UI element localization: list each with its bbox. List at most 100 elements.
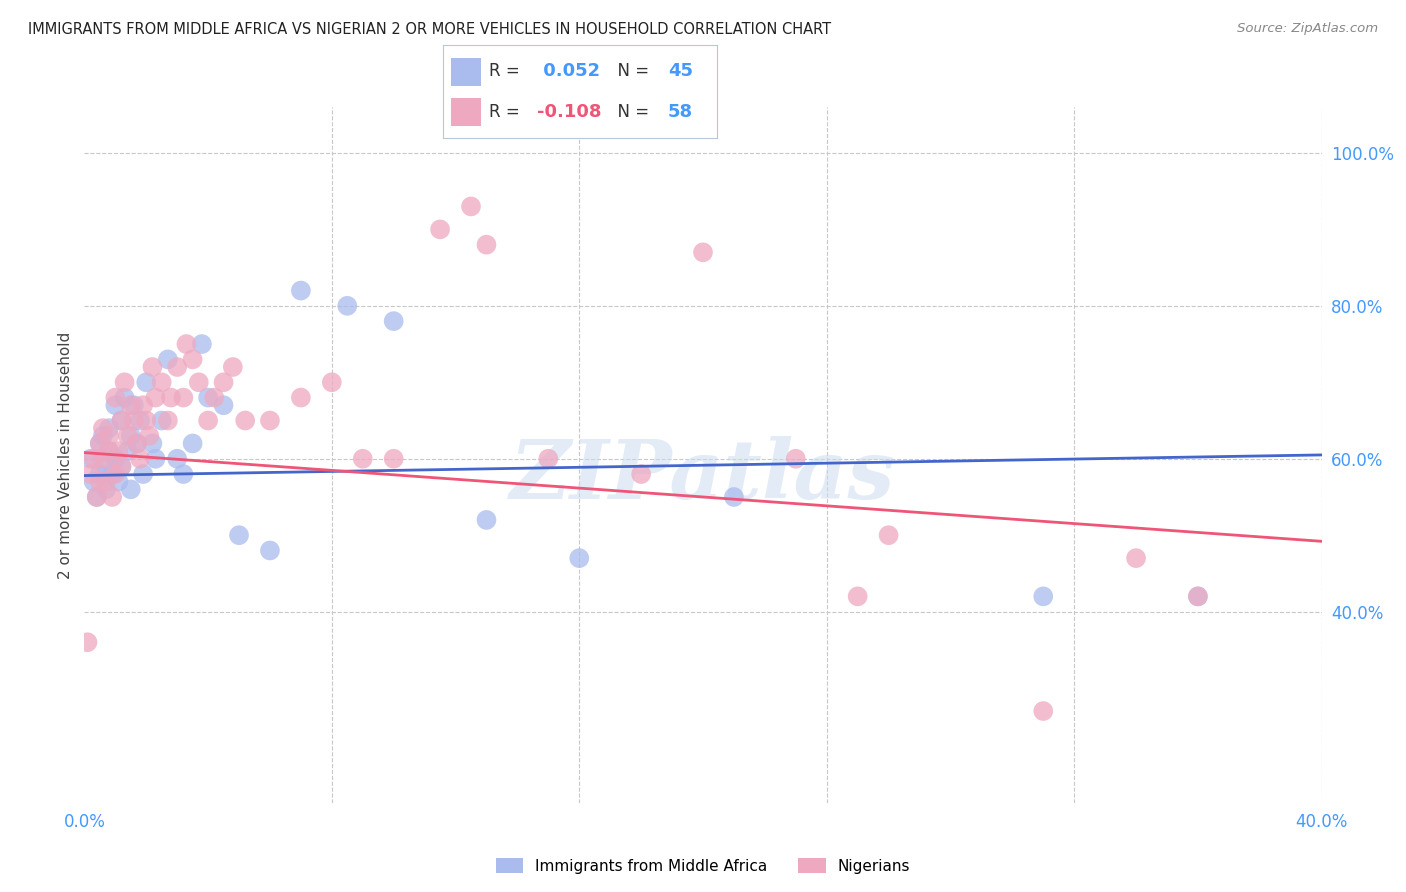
Point bbox=[117, 429, 139, 443]
Point bbox=[104, 467, 127, 481]
Point bbox=[228, 528, 250, 542]
Point bbox=[110, 413, 132, 427]
Point bbox=[197, 391, 219, 405]
Text: 58: 58 bbox=[668, 103, 693, 120]
Point bbox=[429, 222, 451, 236]
Point bbox=[107, 444, 129, 458]
Point bbox=[1187, 590, 1209, 604]
Point bbox=[877, 528, 900, 542]
Point bbox=[336, 299, 359, 313]
Point bbox=[117, 444, 139, 458]
Point bbox=[156, 413, 179, 427]
Point bbox=[129, 413, 152, 427]
Point bbox=[233, 413, 256, 427]
Text: R =: R = bbox=[489, 62, 526, 80]
Point bbox=[110, 413, 132, 427]
Point bbox=[145, 451, 167, 466]
Text: IMMIGRANTS FROM MIDDLE AFRICA VS NIGERIAN 2 OR MORE VEHICLES IN HOUSEHOLD CORREL: IMMIGRANTS FROM MIDDLE AFRICA VS NIGERIA… bbox=[28, 22, 831, 37]
Point bbox=[290, 391, 312, 405]
Point bbox=[141, 359, 163, 374]
Point bbox=[692, 245, 714, 260]
Text: 45: 45 bbox=[668, 62, 693, 80]
Point bbox=[104, 391, 127, 405]
Point bbox=[202, 391, 225, 405]
Point bbox=[89, 436, 111, 450]
Point bbox=[1032, 704, 1054, 718]
Point bbox=[138, 429, 160, 443]
FancyBboxPatch shape bbox=[451, 58, 481, 86]
Point bbox=[98, 421, 121, 435]
Point bbox=[197, 413, 219, 427]
Point bbox=[382, 451, 405, 466]
Point bbox=[537, 451, 560, 466]
Point bbox=[125, 436, 148, 450]
Point bbox=[135, 413, 157, 427]
Point bbox=[222, 359, 245, 374]
Legend: Immigrants from Middle Africa, Nigerians: Immigrants from Middle Africa, Nigerians bbox=[489, 852, 917, 880]
Point bbox=[120, 398, 142, 412]
Point bbox=[132, 398, 155, 412]
Point bbox=[181, 352, 204, 367]
Point bbox=[846, 590, 869, 604]
Point bbox=[141, 436, 163, 450]
Point bbox=[91, 451, 114, 466]
Point bbox=[290, 284, 312, 298]
Point bbox=[145, 391, 167, 405]
Point bbox=[723, 490, 745, 504]
Point bbox=[89, 436, 111, 450]
Point bbox=[98, 429, 121, 443]
Point bbox=[181, 436, 204, 450]
Point bbox=[166, 359, 188, 374]
Y-axis label: 2 or more Vehicles in Household: 2 or more Vehicles in Household bbox=[58, 331, 73, 579]
Point bbox=[135, 376, 157, 390]
Point bbox=[460, 199, 482, 213]
Point bbox=[259, 413, 281, 427]
Point bbox=[172, 467, 194, 481]
Point bbox=[76, 635, 98, 649]
Point bbox=[94, 459, 117, 474]
Point bbox=[120, 483, 142, 497]
Point bbox=[156, 352, 179, 367]
Point bbox=[114, 391, 136, 405]
Point bbox=[107, 475, 129, 489]
Point bbox=[83, 451, 105, 466]
Point bbox=[122, 413, 145, 427]
Point bbox=[114, 376, 136, 390]
Point bbox=[212, 376, 235, 390]
Point bbox=[785, 451, 807, 466]
Point bbox=[104, 451, 127, 466]
Point bbox=[176, 337, 198, 351]
Point bbox=[101, 467, 124, 481]
Point bbox=[212, 398, 235, 412]
Text: -0.108: -0.108 bbox=[537, 103, 602, 120]
Point bbox=[352, 451, 374, 466]
Point bbox=[191, 337, 214, 351]
Point bbox=[86, 490, 108, 504]
Text: N =: N = bbox=[607, 62, 655, 80]
Text: N =: N = bbox=[607, 103, 655, 120]
Point bbox=[150, 376, 173, 390]
Point bbox=[83, 475, 105, 489]
Point bbox=[1187, 590, 1209, 604]
Point bbox=[475, 237, 498, 252]
Point bbox=[104, 398, 127, 412]
Point bbox=[475, 513, 498, 527]
Point bbox=[1125, 551, 1147, 566]
Point bbox=[110, 459, 132, 474]
Point bbox=[79, 467, 101, 481]
Point bbox=[101, 490, 124, 504]
Point bbox=[91, 429, 114, 443]
Point bbox=[110, 459, 132, 474]
Point bbox=[259, 543, 281, 558]
Point bbox=[166, 451, 188, 466]
Point bbox=[86, 490, 108, 504]
Point bbox=[150, 413, 173, 427]
Point bbox=[382, 314, 405, 328]
Text: 0.052: 0.052 bbox=[537, 62, 600, 80]
Point bbox=[129, 451, 152, 466]
Point bbox=[98, 444, 121, 458]
Point bbox=[132, 467, 155, 481]
Text: Source: ZipAtlas.com: Source: ZipAtlas.com bbox=[1237, 22, 1378, 36]
Point bbox=[79, 451, 101, 466]
Point bbox=[91, 421, 114, 435]
